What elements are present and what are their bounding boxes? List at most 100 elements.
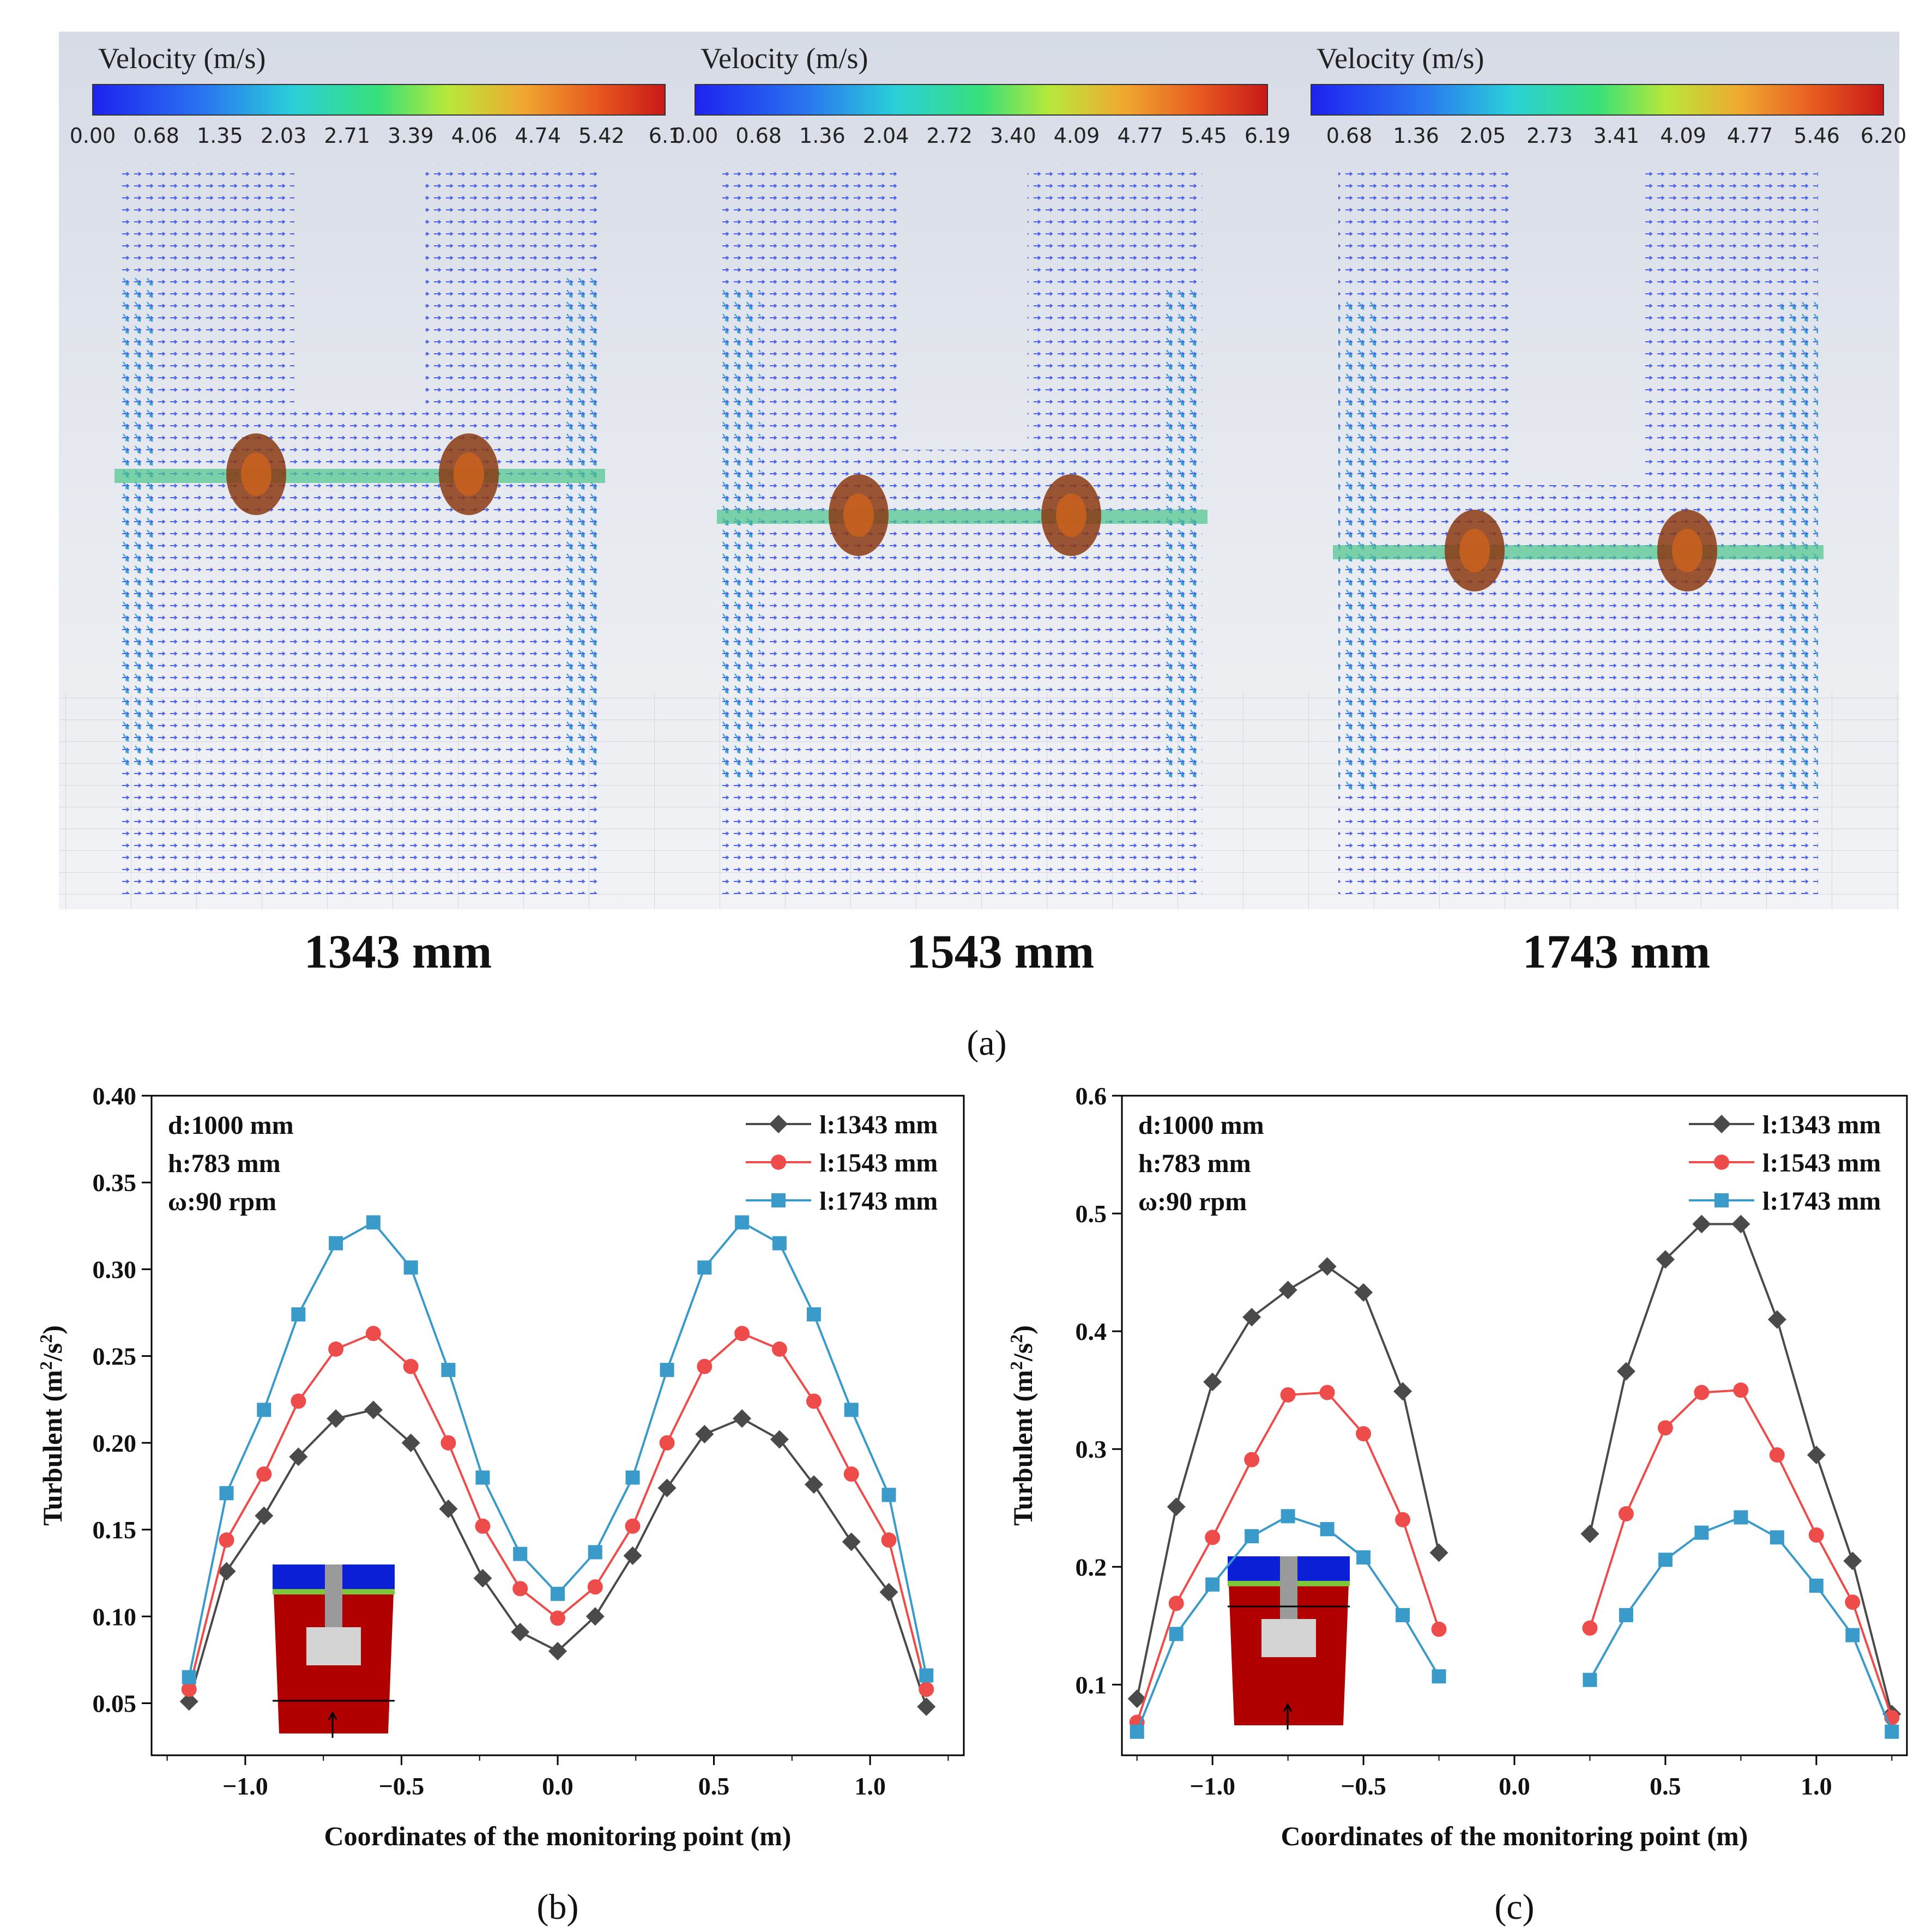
colorbar-tick-label: 3.39 bbox=[388, 124, 434, 148]
data-point bbox=[1354, 1283, 1373, 1302]
colorbar-tick-label: 0.68 bbox=[735, 124, 782, 148]
inset-impeller bbox=[1261, 1619, 1316, 1657]
data-point bbox=[327, 1409, 346, 1428]
data-point bbox=[1432, 1669, 1446, 1684]
y-tick-label: 0.5 bbox=[1076, 1200, 1107, 1228]
data-point bbox=[475, 1518, 491, 1534]
data-point bbox=[625, 1470, 640, 1485]
data-point bbox=[1582, 1620, 1598, 1636]
series-l:1543 mm bbox=[1129, 1382, 1900, 1730]
data-point bbox=[1656, 1250, 1675, 1269]
colorbar-tick-label: 2.03 bbox=[261, 124, 307, 148]
y-tick-label: 0.35 bbox=[93, 1169, 137, 1197]
colorbar-tick-label: 3.41 bbox=[1593, 124, 1640, 148]
data-point bbox=[365, 1326, 381, 1342]
colorbar-tick-label: 4.77 bbox=[1117, 124, 1163, 148]
y-axis-title-part: /s bbox=[37, 1343, 68, 1362]
colorbar-tick-label: 2.71 bbox=[324, 124, 370, 148]
data-point bbox=[439, 1499, 458, 1518]
data-point bbox=[1769, 1447, 1785, 1463]
colorbar-tick-label: 3.40 bbox=[990, 124, 1036, 148]
y-tick-label: 0.15 bbox=[93, 1516, 137, 1544]
inset-axis-arrow bbox=[1283, 1702, 1293, 1730]
colorbar-tick-label: 1.36 bbox=[799, 124, 846, 148]
y-tick-label: 0.40 bbox=[93, 1082, 137, 1110]
data-point bbox=[475, 1470, 490, 1485]
colorbar-tick-label: 2.04 bbox=[863, 124, 909, 148]
colorbar-title: Velocity (m/s) bbox=[98, 42, 265, 75]
x-tick-label: −1.0 bbox=[222, 1772, 268, 1800]
jet-stream bbox=[1333, 545, 1824, 559]
legend-label: l:1343 mm bbox=[819, 1110, 938, 1139]
data-point bbox=[881, 1532, 897, 1548]
colorbar bbox=[1311, 84, 1884, 116]
inset-axis-arrow bbox=[328, 1711, 337, 1738]
y-axis-title: Turbulent (m2/s2) bbox=[1006, 1325, 1038, 1526]
data-point bbox=[179, 1692, 198, 1711]
legend-marker bbox=[1714, 1155, 1729, 1170]
data-point bbox=[879, 1582, 898, 1602]
y-tick-label: 0.2 bbox=[1076, 1553, 1107, 1581]
series-l:1343 mm bbox=[179, 1400, 936, 1716]
y-tick-label: 0.10 bbox=[93, 1603, 137, 1630]
colorbar-tick-label: 0.68 bbox=[133, 124, 179, 148]
x-tick-label: 0.0 bbox=[1499, 1772, 1530, 1800]
data-point bbox=[1168, 1596, 1184, 1611]
legend-label: l:1343 mm bbox=[1762, 1110, 1881, 1139]
colorbar-tick-label: 2.05 bbox=[1460, 124, 1506, 148]
inset-vessel bbox=[273, 1564, 395, 1738]
data-point bbox=[219, 1532, 234, 1548]
series-l:1543 mm bbox=[181, 1326, 934, 1697]
colorbar-tick-label: 5.45 bbox=[1181, 124, 1227, 148]
data-point bbox=[1278, 1280, 1297, 1300]
data-point bbox=[659, 1435, 675, 1451]
data-point bbox=[1429, 1543, 1448, 1562]
data-point bbox=[844, 1403, 859, 1417]
parameter-text: d:1000 mm bbox=[1138, 1111, 1264, 1140]
series-l:1743 mm bbox=[182, 1215, 934, 1684]
data-point bbox=[625, 1518, 641, 1534]
colorbar-tick-label: 4.09 bbox=[1054, 124, 1100, 148]
data-point bbox=[1280, 1387, 1296, 1403]
data-point bbox=[588, 1545, 602, 1560]
x-tick-label: 1.0 bbox=[854, 1772, 886, 1800]
data-point bbox=[1619, 1608, 1633, 1622]
case-label: 1743 mm bbox=[1523, 926, 1711, 978]
panel-b-chart: −1.0 −0.5 0.0 0.5 1.0 0.05 0.10 0.15 0.20 0.25 0.3… bbox=[36, 1082, 965, 1927]
panel-a: Velocity (m/s) 0.00 0.68 1.35 2.03 2.71 3.39 4.… bbox=[59, 32, 1906, 1063]
inset-shaft bbox=[325, 1564, 342, 1630]
jet-stream bbox=[717, 510, 1208, 524]
data-point bbox=[1205, 1577, 1220, 1592]
parameter-text: d:1000 mm bbox=[168, 1111, 294, 1140]
data-point bbox=[804, 1475, 823, 1494]
x-tick-label: 0.0 bbox=[542, 1772, 573, 1800]
data-point bbox=[587, 1579, 603, 1595]
legend-label: l:1543 mm bbox=[1762, 1149, 1881, 1177]
data-point bbox=[1580, 1524, 1599, 1543]
data-point bbox=[217, 1562, 236, 1581]
data-point bbox=[513, 1547, 528, 1561]
colorbar-tick-label: 4.74 bbox=[515, 124, 561, 148]
data-point bbox=[256, 1466, 272, 1482]
high-velocity-core bbox=[1459, 529, 1490, 572]
data-point bbox=[623, 1546, 642, 1565]
colorbar-tick-label: 4.77 bbox=[1727, 124, 1773, 148]
data-point bbox=[1767, 1310, 1786, 1329]
data-point bbox=[512, 1581, 528, 1597]
data-point bbox=[291, 1307, 306, 1322]
series-line bbox=[1589, 1389, 1893, 1718]
x-tick-label: 0.5 bbox=[1650, 1772, 1681, 1800]
panel-c-chart: −1.0 −0.5 0.0 0.5 1.0 0.1 0.2 0.3 0.4 0.5 0.6 Coord… bbox=[1006, 1082, 1908, 1927]
x-tick-label: 1.0 bbox=[1801, 1772, 1832, 1800]
wall-flow-left bbox=[722, 289, 760, 780]
data-point bbox=[1319, 1385, 1335, 1400]
y-axis-title-part: ) bbox=[1007, 1325, 1038, 1334]
y-axis-title-part: ) bbox=[37, 1325, 68, 1334]
y-tick-label: 0.25 bbox=[93, 1343, 137, 1370]
data-point bbox=[255, 1506, 274, 1525]
colorbar-tick-label: 6.19 bbox=[1245, 124, 1291, 148]
y-axis-title-part: Turbulent (m bbox=[1007, 1370, 1038, 1526]
data-point bbox=[181, 1682, 197, 1697]
data-point bbox=[1127, 1689, 1146, 1708]
x-tick-label: −0.5 bbox=[1341, 1772, 1386, 1800]
